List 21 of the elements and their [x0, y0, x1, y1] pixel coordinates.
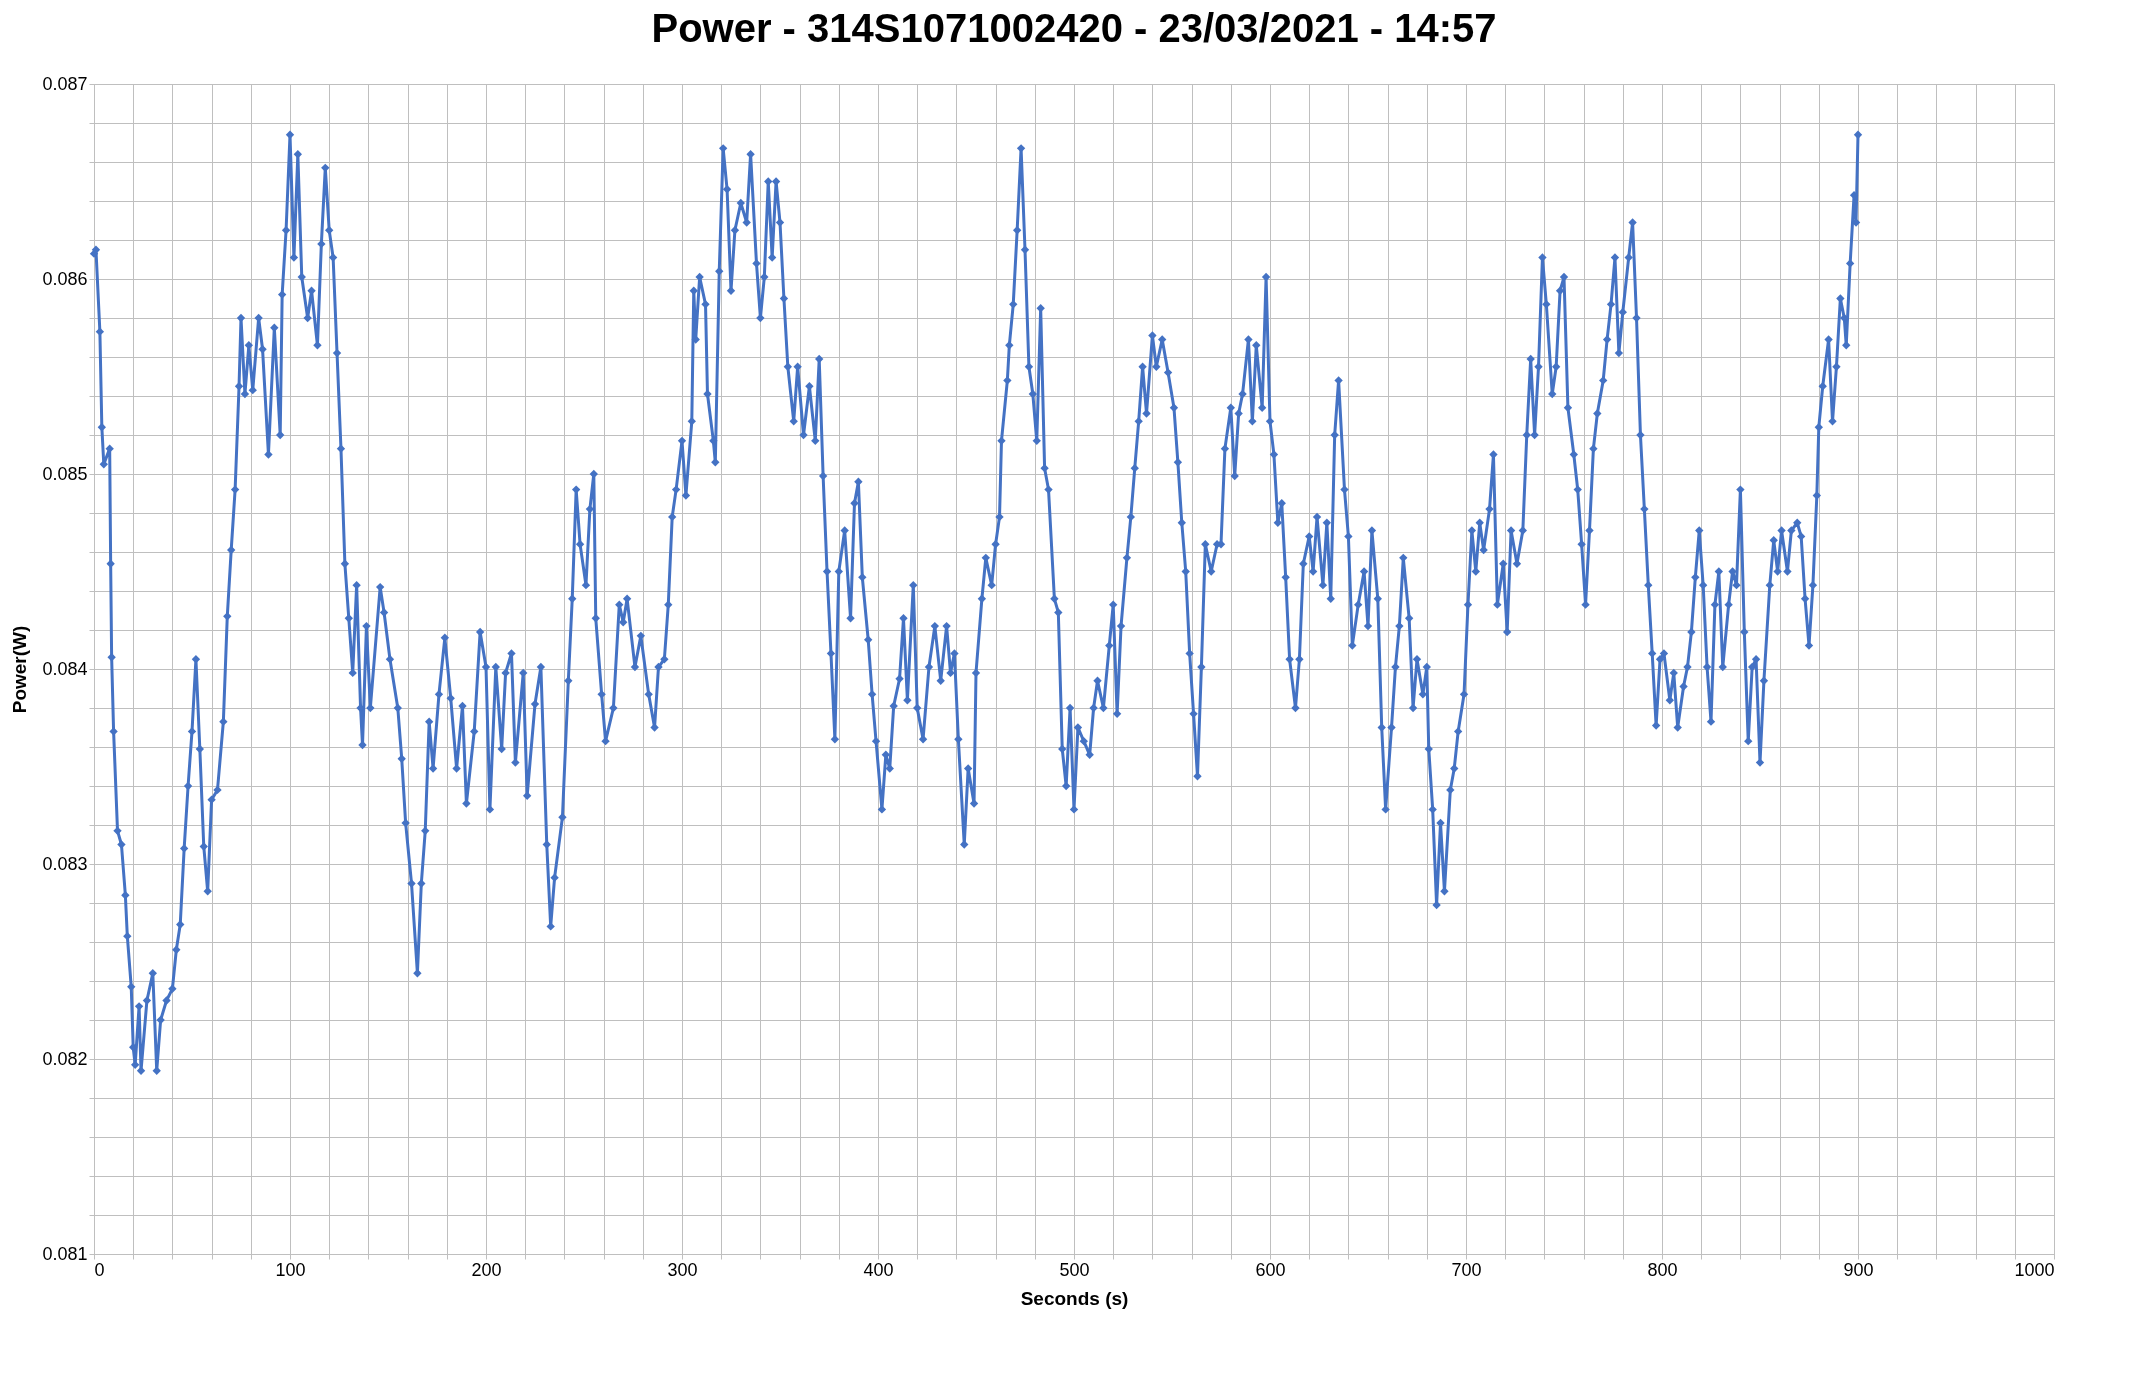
- y-tick-label: 0.084: [42, 658, 88, 679]
- x-tick-label: 700: [1451, 1259, 1482, 1280]
- x-tick-label: 800: [1647, 1259, 1678, 1280]
- x-tick-label: 200: [471, 1259, 502, 1280]
- x-axis-title: Seconds (s): [1020, 1287, 1129, 1309]
- x-tick-label: 0: [94, 1259, 105, 1280]
- y-tick-label: 0.087: [42, 73, 88, 94]
- x-tick-label: 400: [863, 1259, 894, 1280]
- y-tick-label: 0.085: [42, 463, 88, 484]
- x-tick-label: 1000: [2014, 1259, 2055, 1280]
- y-tick-label: 0.082: [42, 1048, 88, 1069]
- x-tick-label: 500: [1059, 1259, 1090, 1280]
- y-axis-title: Power(W): [9, 625, 31, 714]
- x-tick-label: 900: [1843, 1259, 1874, 1280]
- chart-title: Power - 314S1071002420 - 23/03/2021 - 14:57: [651, 6, 1497, 50]
- y-tick-label: 0.083: [42, 853, 88, 874]
- y-tick-label: 0.081: [42, 1243, 88, 1264]
- x-tick-label: 100: [275, 1259, 306, 1280]
- y-tick-label: 0.086: [42, 268, 88, 289]
- x-tick-label: 300: [667, 1259, 698, 1280]
- x-tick-label: 600: [1255, 1259, 1286, 1280]
